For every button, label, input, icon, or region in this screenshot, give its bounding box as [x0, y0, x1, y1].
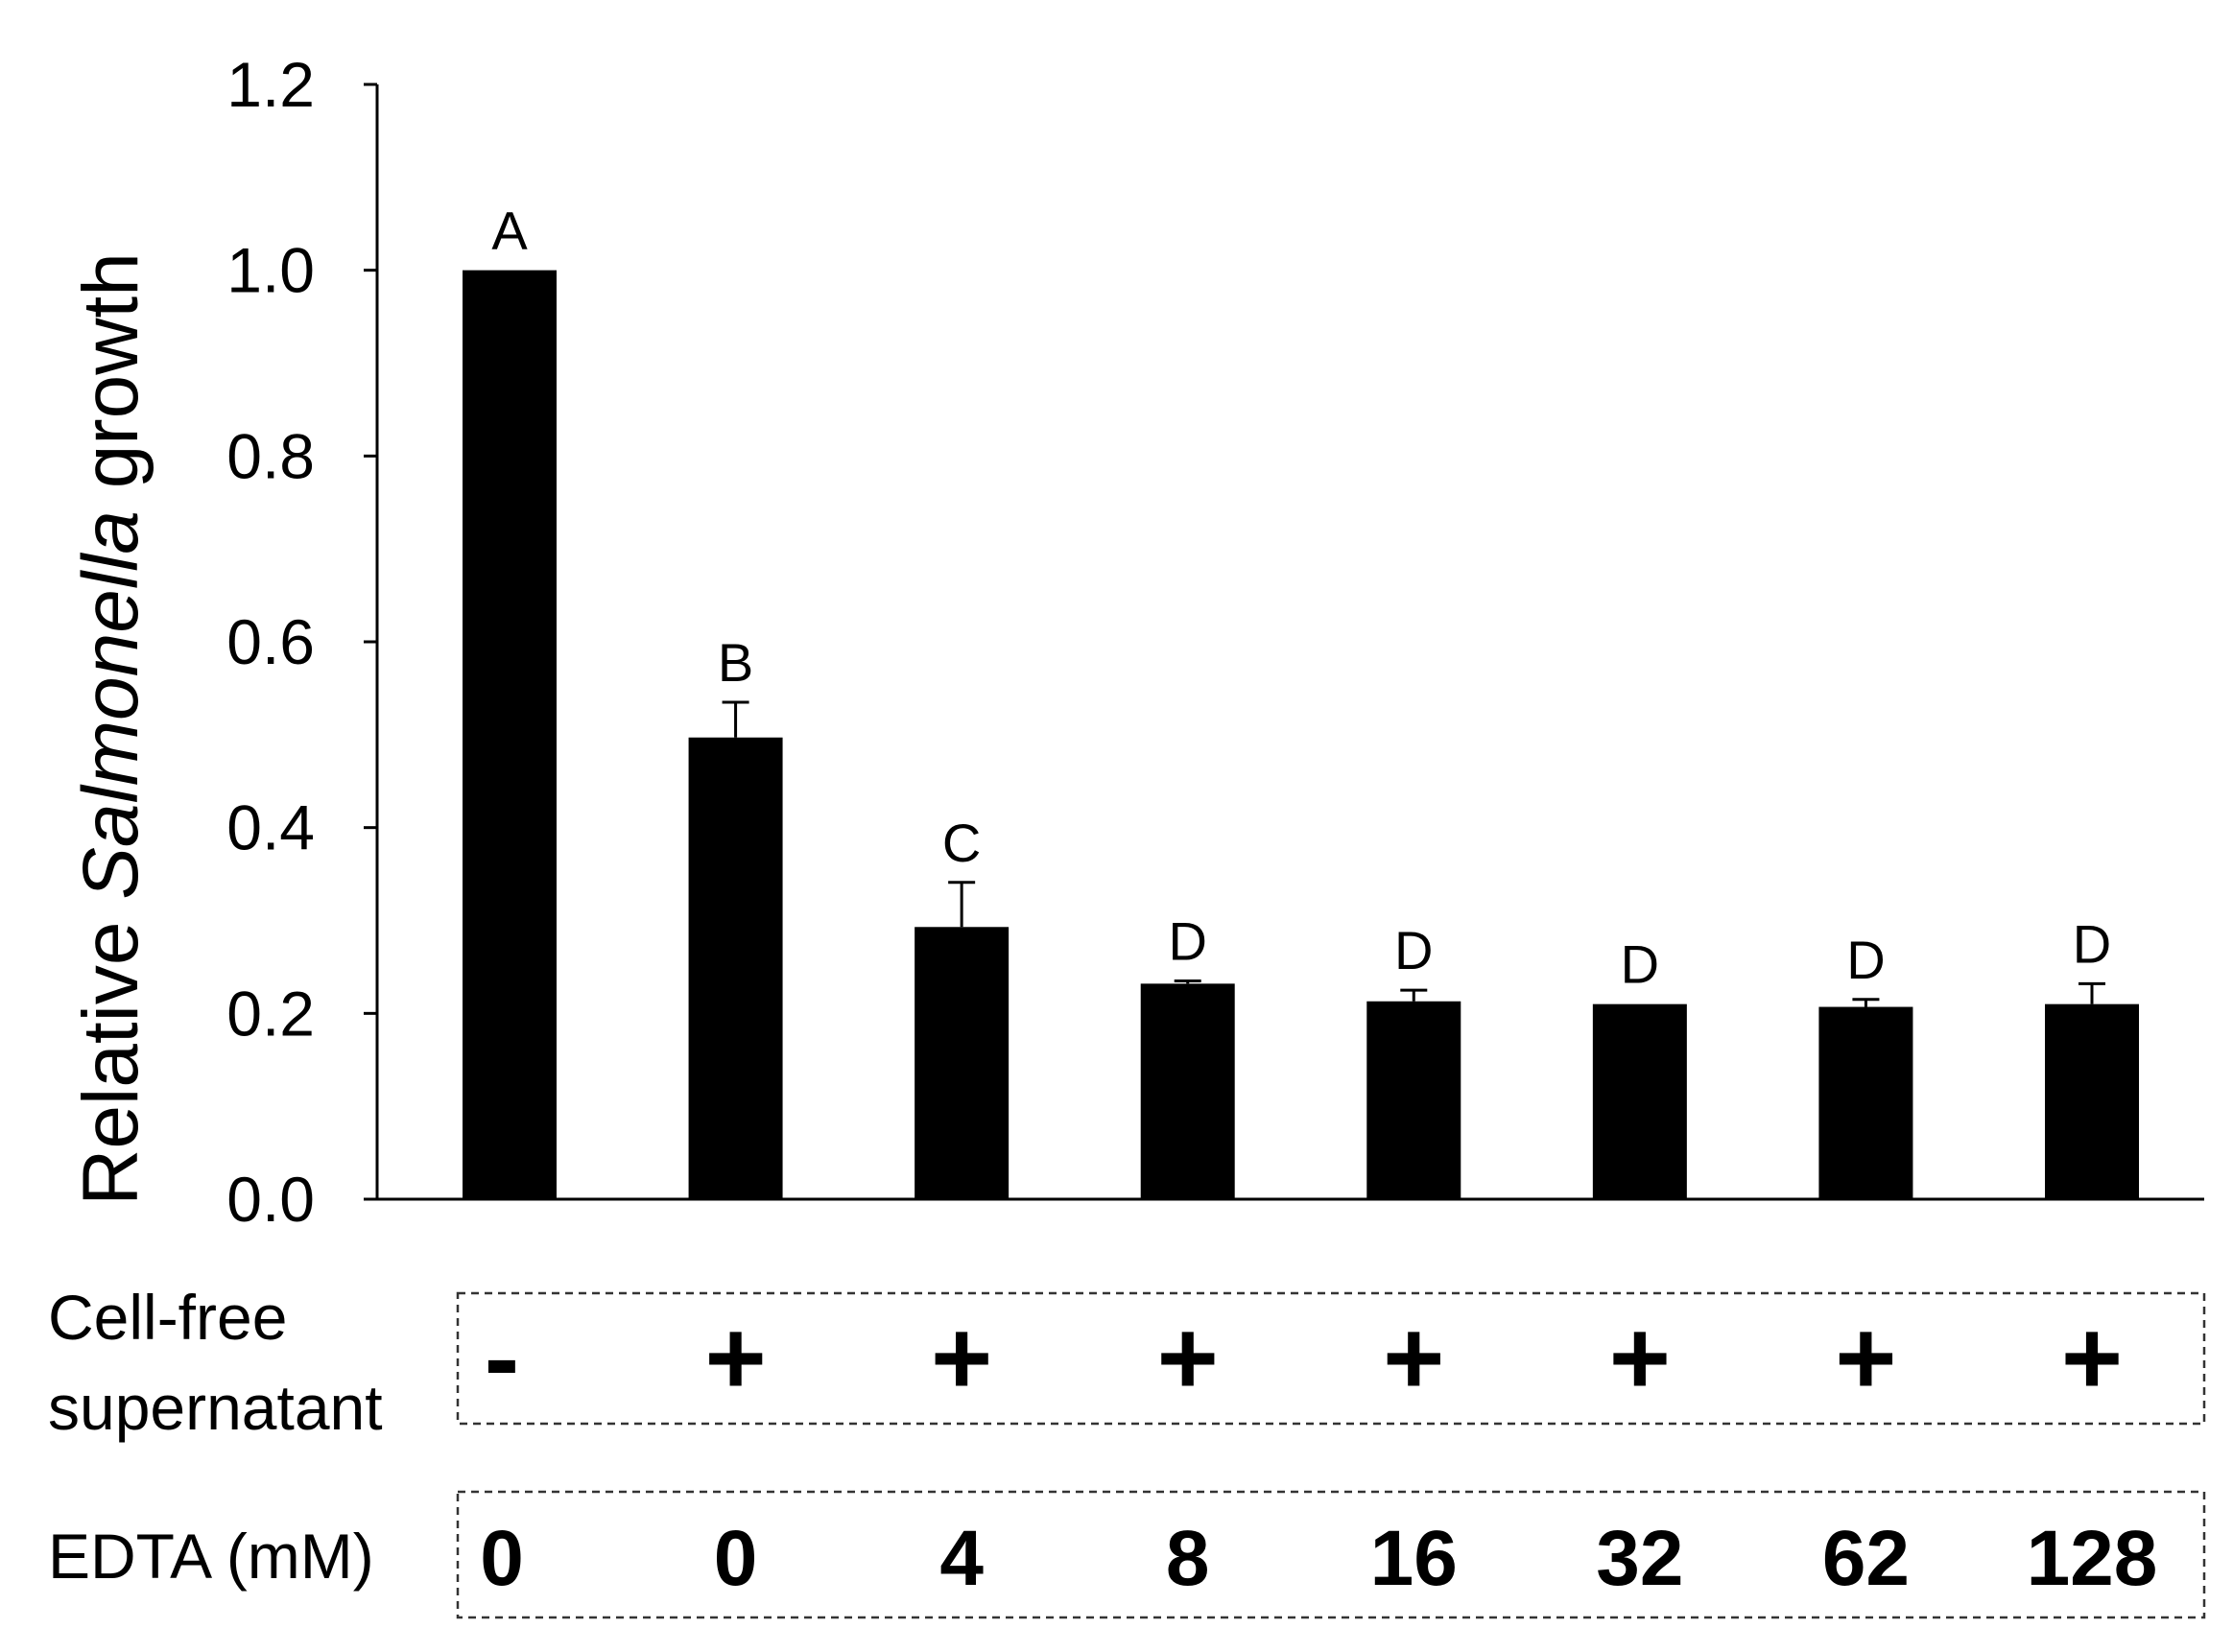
edta-value: 0	[480, 1515, 524, 1602]
supernatant-value: +	[1609, 1299, 1671, 1417]
edta-value: 4	[939, 1515, 984, 1602]
edta-label: EDTA (mM)	[48, 1521, 374, 1592]
bar	[1140, 983, 1235, 1199]
edta-value: 8	[1166, 1515, 1210, 1602]
edta-value: 16	[1370, 1515, 1458, 1602]
y-tick-label: 0.0	[226, 1164, 315, 1235]
y-axis-title-italic: Salmonella	[67, 510, 154, 900]
significance-letter: B	[718, 632, 753, 693]
bars: A B C D D D D D	[463, 201, 2139, 1200]
y-tick-label: 1.2	[226, 49, 315, 120]
axes: 0.0 0.2 0.4 0.6 0.8 1.0 1.2	[226, 49, 2204, 1235]
y-tick-label: 1.0	[226, 235, 315, 306]
supernatant-value: +	[1835, 1299, 1896, 1417]
significance-letter: C	[942, 813, 981, 873]
bar	[915, 927, 1010, 1199]
significance-letter: D	[1621, 934, 1659, 995]
supernatant-value: +	[931, 1299, 992, 1417]
supernatant-label-line2: supernatant	[48, 1372, 383, 1443]
supernatant-label-line1: Cell-free	[48, 1282, 287, 1353]
edta-value: 128	[2027, 1515, 2158, 1602]
bar	[463, 270, 557, 1200]
supernatant-row-box	[456, 1291, 2206, 1426]
edta-row-box	[456, 1490, 2206, 1619]
significance-letter: D	[1394, 920, 1433, 980]
significance-letter: A	[491, 201, 528, 261]
y-tick-label: 0.6	[226, 606, 315, 677]
bar	[688, 737, 783, 1199]
y-tick-label: 0.2	[226, 978, 315, 1049]
edta-value: 62	[1822, 1515, 1910, 1602]
supernatant-value: +	[704, 1299, 766, 1417]
supernatant-value: +	[1383, 1299, 1444, 1417]
supernatant-value: -	[485, 1299, 520, 1417]
y-axis-title-prefix: Relative	[67, 900, 154, 1206]
supernatant-value: +	[2061, 1299, 2123, 1417]
y-tick-label: 0.8	[226, 420, 315, 491]
bar	[1366, 1001, 1461, 1199]
significance-letter: D	[2073, 913, 2111, 974]
edta-value: 32	[1596, 1515, 1683, 1602]
bar	[1592, 1003, 1687, 1199]
y-axis-title: Relative Salmonella growth	[67, 252, 154, 1206]
edta-value: 0	[714, 1515, 758, 1602]
significance-letter: D	[1168, 910, 1206, 971]
y-tick-label: 0.4	[226, 792, 315, 863]
condition-rows: - 0 +0 +4 +8 +16 +32 +62 +128	[480, 1299, 2157, 1602]
significance-letter: D	[1846, 930, 1885, 990]
y-axis-title-suffix: growth	[67, 252, 154, 510]
supernatant-value: +	[1157, 1299, 1219, 1417]
bar	[2045, 1003, 2139, 1199]
bar	[1818, 1006, 1913, 1199]
